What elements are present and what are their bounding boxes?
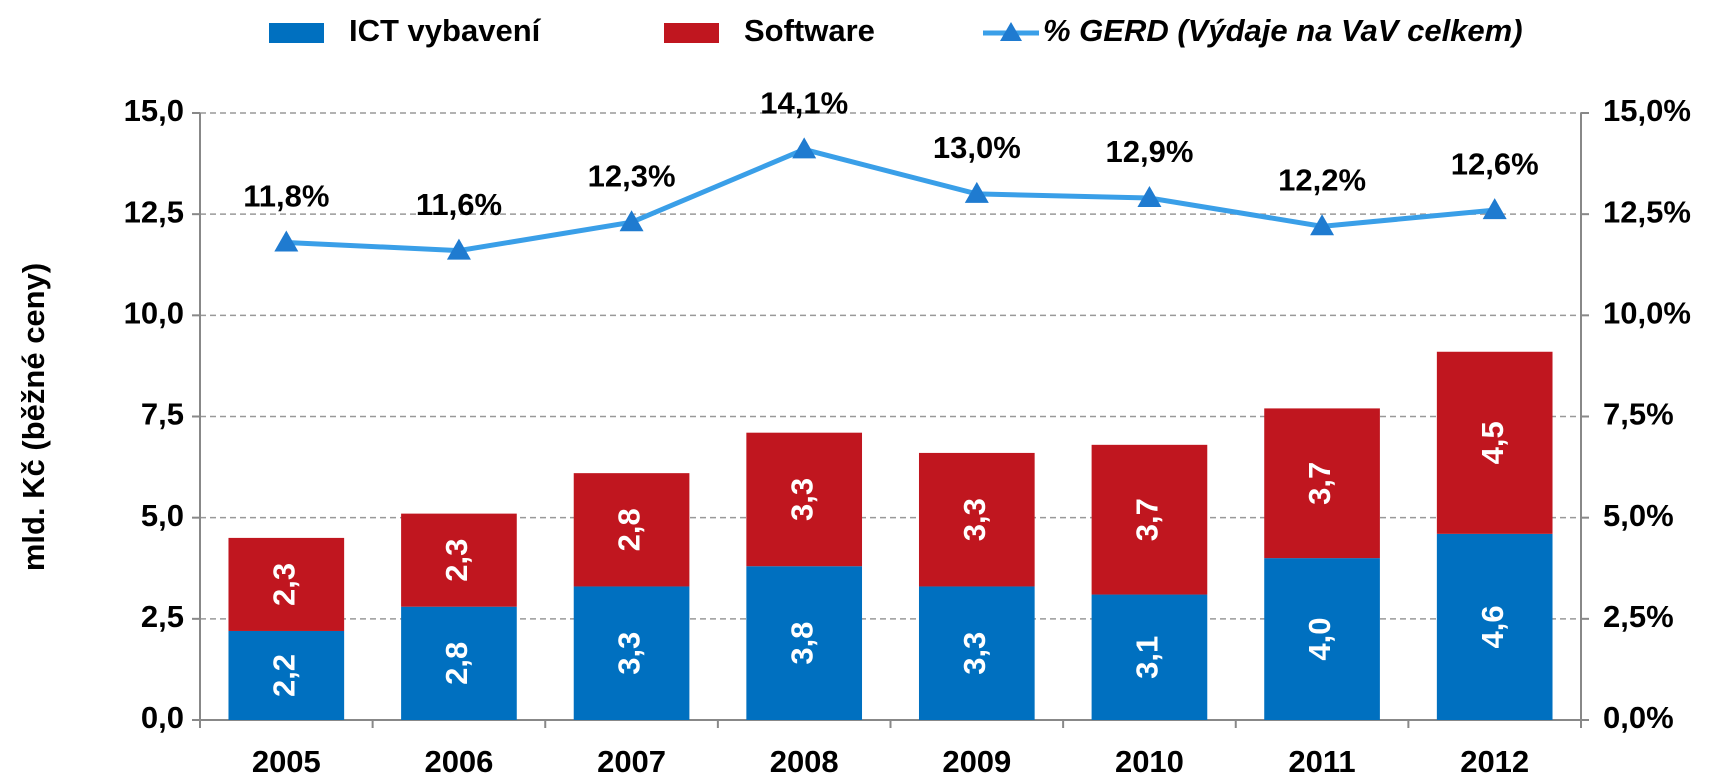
bar-value-label: 3,8 — [784, 622, 819, 665]
bar-segment — [401, 513, 517, 607]
y-tick-label: 2,5 — [141, 599, 184, 634]
y-tick-label: 10,0 — [124, 296, 184, 331]
bar-value-label: 3,3 — [612, 632, 647, 675]
x-tick-label: 2012 — [1460, 744, 1529, 779]
line — [286, 146, 1495, 254]
y-tick-label: 5,0 — [141, 498, 184, 533]
line-value-label: 13,0% — [933, 130, 1021, 165]
y2-tick-label: 10,0% — [1603, 296, 1691, 331]
y2-tick-label: 2,5% — [1603, 599, 1674, 634]
bar-segment — [401, 606, 517, 720]
bar-segment — [746, 432, 863, 567]
y-axis-title: mld. Kč (běžné ceny) — [16, 263, 51, 571]
line-value-label: 12,2% — [1278, 162, 1366, 197]
line-marker — [964, 181, 989, 203]
line-value-label: 12,9% — [1105, 134, 1193, 169]
bar-segment — [746, 566, 863, 720]
bar-value-label: 4,5 — [1475, 421, 1510, 464]
bar-value-label: 2,3 — [439, 539, 474, 582]
legend-swatch — [269, 23, 324, 43]
legend-label: ICT vybavení — [349, 13, 542, 48]
bar-segment — [228, 537, 345, 631]
bar-value-label: 3,3 — [957, 498, 992, 541]
legend-label: Software — [744, 13, 875, 48]
line-marker — [446, 238, 471, 260]
bar-segment — [1091, 444, 1208, 595]
line-marker — [1482, 198, 1507, 220]
y2-tick-label: 5,0% — [1603, 498, 1674, 533]
bar-segment — [573, 586, 690, 720]
bar-value-label: 2,8 — [612, 508, 647, 551]
x-tick-label: 2008 — [770, 744, 839, 779]
bar-value-label: 3,1 — [1130, 636, 1165, 679]
line-marker — [1137, 185, 1162, 207]
x-tick-label: 2011 — [1288, 744, 1355, 779]
bar-value-label: 4,6 — [1475, 605, 1510, 648]
legend-swatch — [664, 23, 719, 43]
legend-marker — [1000, 22, 1022, 41]
line-value-label: 12,6% — [1451, 146, 1539, 181]
y2-tick-label: 7,5% — [1603, 397, 1674, 432]
bar-value-label: 3,7 — [1130, 498, 1165, 541]
x-tick-label: 2010 — [1115, 744, 1184, 779]
bar-value-label: 3,7 — [1302, 462, 1337, 505]
y-tick-label: 15,0 — [124, 93, 184, 128]
line-value-label: 12,3% — [588, 158, 676, 193]
bar-segment — [573, 473, 690, 587]
y2-tick-label: 15,0% — [1603, 93, 1691, 128]
bar-value-label: 3,3 — [957, 632, 992, 675]
bar-segment — [1091, 594, 1208, 720]
line-marker — [792, 137, 817, 159]
bar-segment — [1264, 408, 1380, 559]
bar-segment — [228, 630, 345, 720]
y2-tick-label: 12,5% — [1603, 194, 1691, 229]
bar-value-label: 2,3 — [267, 563, 302, 606]
bar-value-label: 2,8 — [439, 642, 474, 685]
bar-segment — [918, 452, 1035, 587]
x-tick-label: 2006 — [424, 744, 493, 779]
y-tick-label: 12,5 — [124, 194, 184, 229]
y-tick-label: 0,0 — [141, 700, 184, 735]
line-value-label: 14,1% — [760, 86, 848, 121]
line-value-label: 11,8% — [243, 179, 329, 214]
line-marker — [274, 230, 299, 252]
bar-value-label: 2,2 — [267, 654, 302, 697]
bar-value-label: 4,0 — [1302, 618, 1337, 661]
bar-value-label: 3,3 — [784, 478, 819, 521]
y-tick-label: 7,5 — [141, 397, 184, 432]
bar-segment — [918, 586, 1035, 720]
line-marker — [619, 210, 644, 232]
x-tick-label: 2007 — [597, 744, 666, 779]
x-tick-label: 2009 — [942, 744, 1011, 779]
y2-tick-label: 0,0% — [1603, 700, 1674, 735]
bar-segment — [1264, 558, 1380, 720]
bar-segment — [1436, 351, 1553, 534]
line-marker — [1310, 214, 1335, 236]
x-tick-label: 2005 — [252, 744, 321, 779]
line-value-label: 11,6% — [416, 187, 502, 222]
bar-segment — [1436, 533, 1553, 720]
legend-label: % GERD (Výdaje na VaV celkem) — [1043, 13, 1523, 48]
